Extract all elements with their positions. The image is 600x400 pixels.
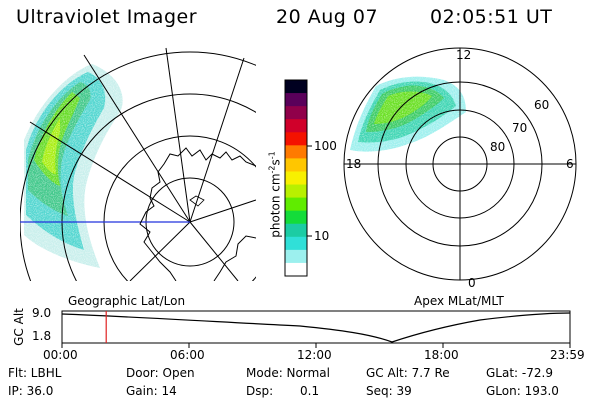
info-seq: Seq: 39 bbox=[366, 384, 412, 398]
colorbar-frame bbox=[284, 79, 308, 277]
magnetic-polar-plot bbox=[343, 47, 577, 281]
colorbar-cell bbox=[285, 236, 307, 251]
mlt-label-18: 18 bbox=[346, 157, 362, 171]
info-filter: Flt: LBHL bbox=[8, 366, 62, 380]
lat-label-60: 60 bbox=[534, 98, 550, 112]
timeline-xtick-2359: 23:59 bbox=[550, 348, 585, 362]
timeline-ticks bbox=[61, 343, 571, 348]
info-gain: Gain: 14 bbox=[126, 384, 177, 398]
colorbar-cell bbox=[285, 145, 307, 159]
lat-label-70: 70 bbox=[512, 121, 528, 135]
colorbar-cell bbox=[285, 106, 307, 120]
colorbar-cell bbox=[285, 132, 307, 146]
colorbar-unit-label: photon cm-2s-1 bbox=[267, 151, 283, 238]
colorbar-cell bbox=[285, 171, 307, 186]
mlt-label-6: 6 bbox=[566, 157, 574, 171]
timeline-ytick-9: 9.0 bbox=[32, 306, 52, 320]
time-label: 02:05:51 UT bbox=[430, 6, 553, 28]
timeline-frame bbox=[61, 310, 571, 344]
timeline-xtick-0600: 06:00 bbox=[170, 348, 205, 362]
info-dsp-value: 0.1 bbox=[300, 384, 320, 398]
coastline-island bbox=[189, 195, 205, 207]
colorbar-cell bbox=[285, 210, 307, 225]
app-title: Ultraviolet Imager bbox=[16, 6, 198, 28]
mlt-label-0: 0 bbox=[468, 276, 476, 290]
colorbar-label-100: 100 bbox=[314, 139, 337, 153]
lat-label-80: 80 bbox=[490, 140, 506, 154]
colorbar-cell bbox=[285, 119, 307, 133]
aurora-image-left bbox=[20, 45, 256, 281]
timeline-y-label: GC Alt bbox=[12, 308, 26, 346]
colorbar-cell bbox=[285, 249, 307, 264]
info-glon: GLon: 193.0 bbox=[486, 384, 559, 398]
altitude-curve bbox=[61, 312, 571, 343]
info-glat: GLat: -72.9 bbox=[486, 366, 553, 380]
timeline-xtick-0000: 00:00 bbox=[43, 348, 78, 362]
timeline-ytick-1-8: 1.8 bbox=[32, 329, 52, 343]
colorbar-cell bbox=[285, 80, 307, 94]
coastline-east bbox=[213, 235, 256, 281]
info-dsp: Dsp: bbox=[246, 384, 274, 398]
colorbar-label-10: 10 bbox=[314, 229, 330, 243]
date-label: 20 Aug 07 bbox=[276, 6, 379, 28]
coastline bbox=[139, 147, 256, 281]
altitude-timeline bbox=[61, 310, 571, 348]
geographic-map bbox=[20, 45, 256, 281]
info-ip: IP: 36.0 bbox=[8, 384, 54, 398]
right-panel-caption: Apex MLat/MLT bbox=[414, 294, 504, 308]
timeline-xtick-1200: 12:00 bbox=[297, 348, 332, 362]
colorbar-cell bbox=[285, 223, 307, 238]
left-panel-caption: Geographic Lat/Lon bbox=[68, 294, 186, 308]
info-door: Door: Open bbox=[126, 366, 195, 380]
colorbar-cells bbox=[285, 80, 307, 277]
info-gc-alt: GC Alt: 7.7 Re bbox=[366, 366, 450, 380]
mlt-label-12: 12 bbox=[456, 48, 472, 62]
colorbar-cell bbox=[285, 158, 307, 173]
info-mode: Mode: Normal bbox=[246, 366, 330, 380]
colorbar-cell bbox=[285, 184, 307, 199]
timeline-xtick-1800: 18:00 bbox=[424, 348, 459, 362]
colorbar-cell bbox=[285, 262, 307, 277]
meridian-lines bbox=[29, 47, 256, 281]
colorbar bbox=[284, 79, 312, 277]
colorbar-cell bbox=[285, 197, 307, 212]
colorbar-cell bbox=[285, 93, 307, 107]
